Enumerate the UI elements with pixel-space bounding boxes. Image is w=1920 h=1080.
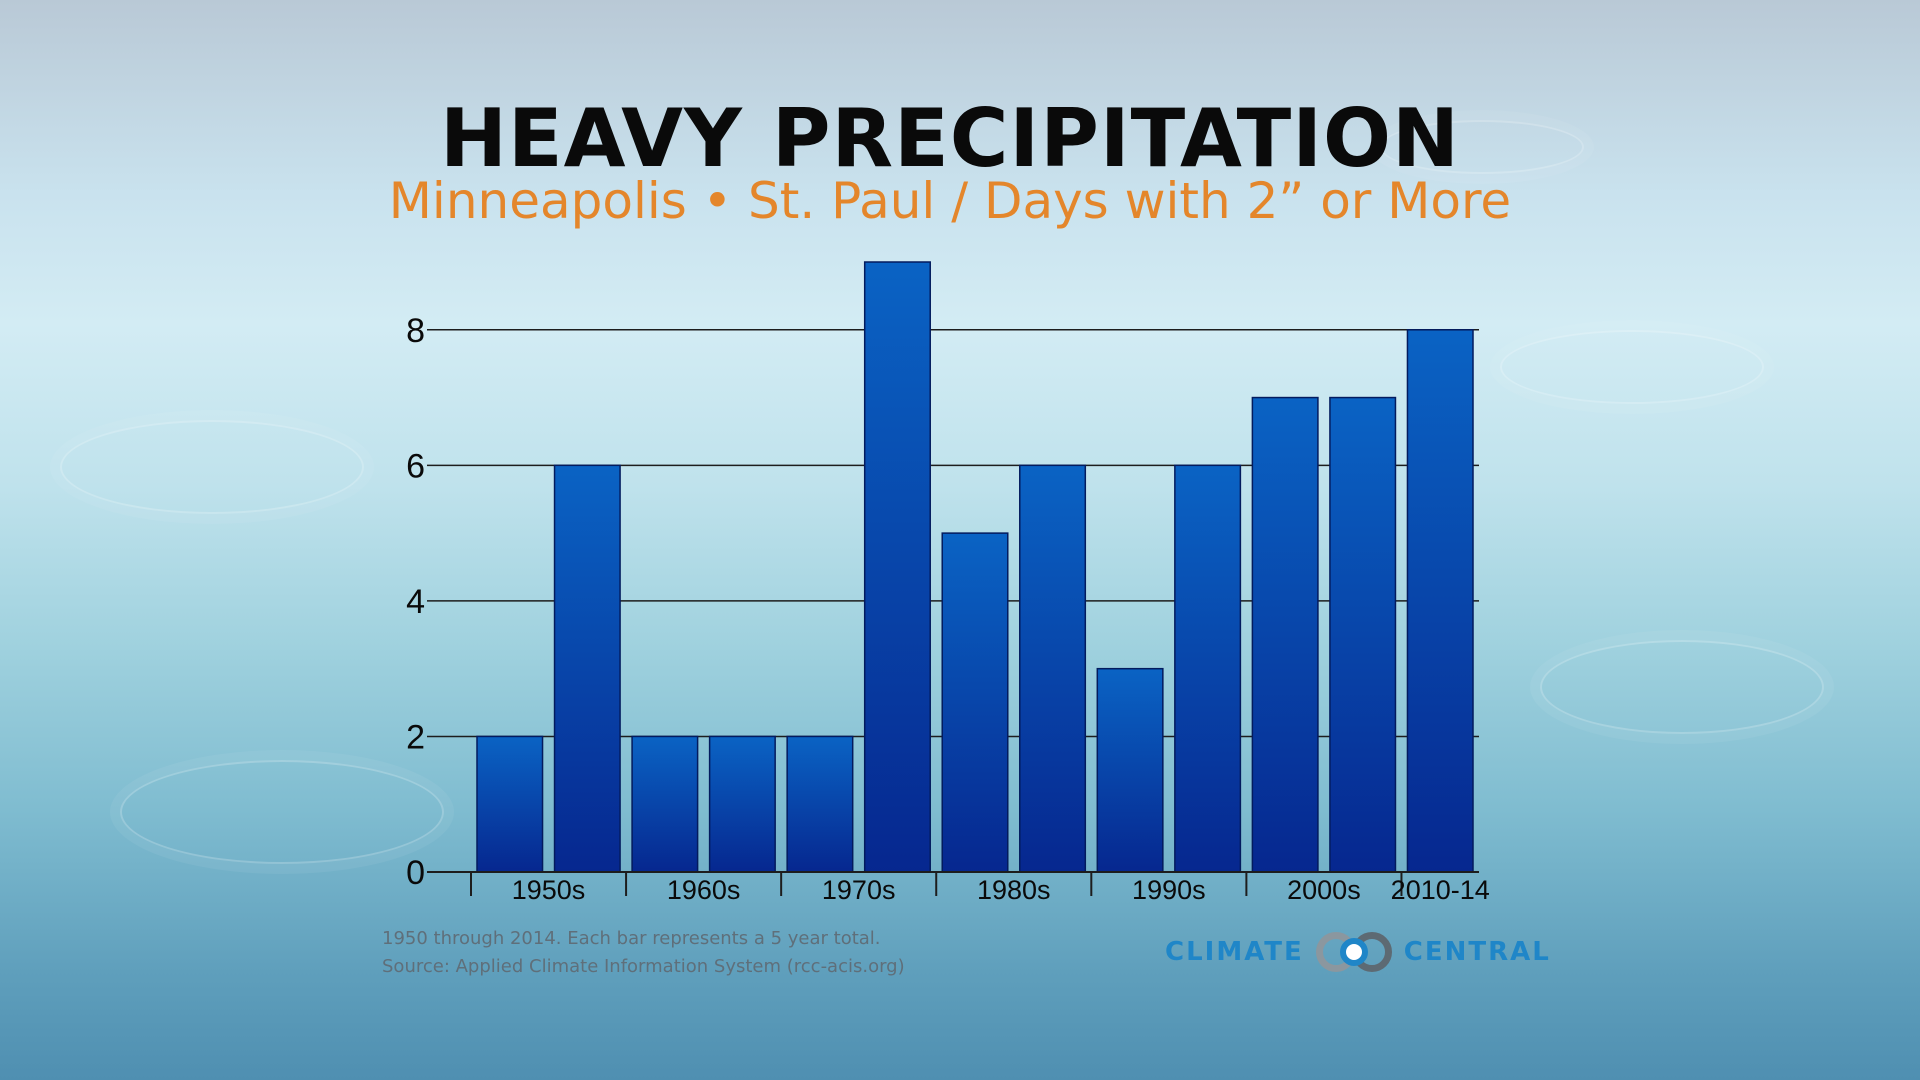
climate-central-logo: CLIMATE CENTRAL bbox=[1165, 928, 1551, 976]
x-tick-label: 2010-14 bbox=[1391, 875, 1490, 905]
logo-text-central: CENTRAL bbox=[1403, 937, 1551, 967]
chart-subtitle: Minneapolis • St. Paul / Days with 2” or… bbox=[388, 172, 1512, 230]
background-ripple bbox=[120, 760, 444, 864]
x-tick-label: 1990s bbox=[1132, 875, 1206, 905]
y-tick-label: 8 bbox=[406, 312, 425, 350]
y-tick-label: 6 bbox=[406, 447, 425, 485]
bar bbox=[786, 735, 854, 873]
bar bbox=[1019, 464, 1087, 873]
bars bbox=[476, 261, 1474, 873]
bar bbox=[631, 735, 699, 873]
bar bbox=[1096, 667, 1164, 873]
x-tick-label: 1970s bbox=[822, 875, 896, 905]
chart-title: HEAVY PRECIPITATION bbox=[440, 92, 1460, 185]
logo-text-climate: CLIMATE bbox=[1165, 937, 1304, 967]
background-ripple bbox=[1380, 120, 1584, 174]
footnote-range: 1950 through 2014. Each bar represents a… bbox=[382, 928, 881, 949]
y-tick-label: 0 bbox=[406, 854, 425, 892]
background-ripple bbox=[60, 420, 364, 514]
y-tick-label: 2 bbox=[406, 718, 425, 756]
bar bbox=[708, 735, 776, 873]
bar bbox=[553, 464, 621, 873]
x-tick-label: 1950s bbox=[512, 875, 586, 905]
x-tick-label: 1980s bbox=[977, 875, 1051, 905]
bar bbox=[1174, 464, 1242, 873]
x-tick-label: 2000s bbox=[1287, 875, 1361, 905]
bar bbox=[1406, 329, 1474, 873]
background-ripple bbox=[1500, 330, 1764, 404]
y-tick-label: 4 bbox=[406, 583, 425, 621]
x-tick-label: 1960s bbox=[667, 875, 741, 905]
bar bbox=[1251, 396, 1319, 873]
bar bbox=[1329, 396, 1397, 873]
bar bbox=[476, 735, 544, 873]
bar bbox=[941, 532, 1009, 873]
footnote-source: Source: Applied Climate Information Syst… bbox=[382, 956, 905, 977]
bar bbox=[863, 261, 931, 873]
x-axis bbox=[427, 871, 1479, 896]
background-ripple bbox=[1540, 640, 1824, 734]
logo-rings-icon bbox=[1312, 930, 1396, 974]
y-axis-ticks: 0 2 4 6 8 bbox=[406, 312, 425, 892]
x-axis-ticks: 1950s 1960s 1970s 1980s 1990s 2000s 2010-14 bbox=[512, 875, 1490, 905]
